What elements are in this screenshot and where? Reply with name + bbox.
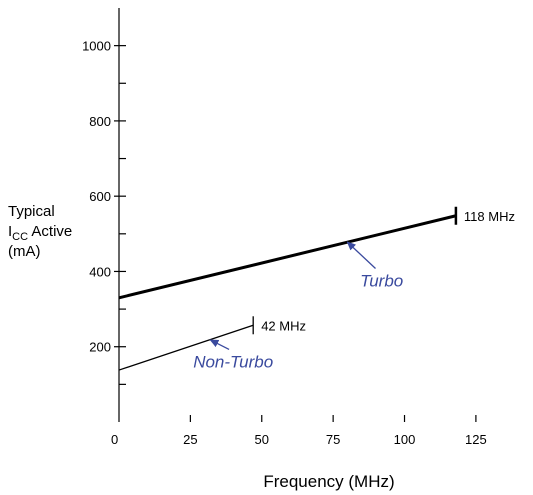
annotation-arrow [209,339,230,351]
y-tick-label: 800 [89,114,111,129]
y-axis-label-line-1: Typical [8,203,55,220]
y-axis-label-line-3: (mA) [8,243,41,260]
series-line [118,214,457,300]
annotations: Turbo Non-Turbo [193,241,403,371]
y-ticks: 200 400 600 800 1000 [82,39,126,385]
x-tick-label: 25 [183,432,197,447]
origin-label: 0 [111,432,118,447]
x-tick-label: 50 [255,432,269,447]
annotation-label: Turbo [360,272,403,291]
y-axis-label-symbol: I [8,223,12,240]
x-ticks: 25 50 75 100 125 [183,415,487,447]
x-tick-label: 75 [326,432,340,447]
series-line [118,324,254,371]
annotation-arrow [346,241,376,269]
series-end-label: 42 MHz [261,318,306,333]
y-tick-label: 400 [89,264,111,279]
y-tick-label: 1000 [82,39,111,54]
y-axis-label-line-2: Active [28,223,72,240]
y-axis-label-subscript: CC [12,231,28,243]
annotation-label: Non-Turbo [193,352,273,371]
y-tick-label: 600 [89,189,111,204]
y-tick-label: 200 [89,340,111,355]
series-lines: 118 MHz 42 MHz [118,206,515,371]
x-tick-label: 125 [465,432,487,447]
y-axis-label: Typical ICC Active (mA) [8,203,76,260]
x-tick-label: 100 [394,432,416,447]
series-end-label: 118 MHz [464,209,515,224]
x-axis-label: Frequency (MHz) [263,472,394,491]
